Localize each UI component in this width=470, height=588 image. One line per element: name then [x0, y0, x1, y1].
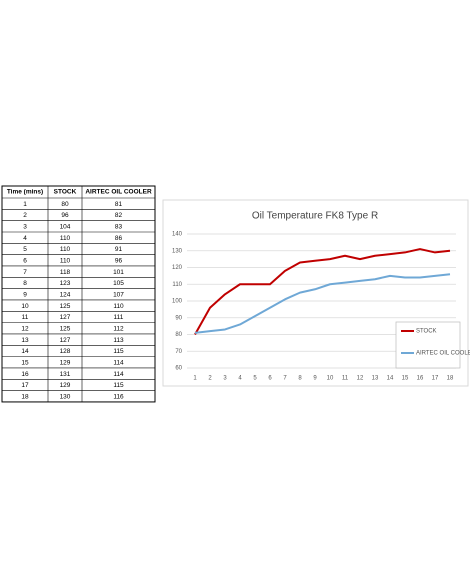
table-cell: 114	[113, 371, 124, 378]
table-cell: 96	[61, 212, 69, 219]
table-cell: 96	[115, 258, 123, 265]
y-tick-label: 100	[172, 299, 183, 305]
table-cell: 2	[23, 212, 27, 219]
y-tick-label: 110	[172, 282, 182, 288]
table-cell: 125	[60, 303, 71, 310]
table-cell: 125	[60, 326, 71, 333]
y-tick-label: 120	[172, 265, 183, 271]
table-cell: 104	[60, 224, 71, 231]
table-cell: 12	[21, 326, 29, 333]
table-border	[1, 185, 156, 403]
legend-label: AIRTEC OIL COOLER	[416, 351, 470, 357]
table-cell: 4	[23, 235, 27, 242]
chart: Oil Temperature FK8 Type R 6070809010011…	[162, 199, 470, 387]
x-tick-label: 11	[342, 376, 349, 382]
x-tick-label: 12	[357, 376, 364, 382]
x-tick-label: 2	[208, 376, 212, 382]
x-tick-label: 4	[238, 376, 242, 382]
table-cell: 110	[113, 303, 124, 310]
table-cell: 10	[21, 303, 29, 310]
table-cell: 6	[23, 258, 27, 265]
table-cell: 14	[21, 348, 29, 355]
x-tick-label: 9	[313, 376, 317, 382]
x-tick-label: 6	[268, 376, 272, 382]
table-cell: 130	[60, 393, 71, 400]
table-cell: 124	[60, 292, 71, 299]
table-cell: 83	[115, 224, 123, 231]
table-cell: 81	[115, 201, 123, 208]
table-cell: 5	[23, 246, 27, 253]
table-cell: 131	[60, 371, 71, 378]
table-cell: 86	[115, 235, 123, 242]
chart-title: Oil Temperature FK8 Type R	[252, 211, 378, 222]
table-cell: 17	[21, 382, 29, 389]
table-cell: 110	[60, 235, 71, 242]
series-line	[194, 273, 451, 334]
table-cell: 18	[21, 393, 29, 400]
table-cell: 101	[113, 269, 124, 276]
legend-label: STOCK	[416, 329, 437, 335]
y-tick-label: 90	[175, 315, 182, 321]
x-tick-label: 5	[253, 376, 257, 382]
table-cell: 8	[23, 280, 27, 287]
x-tick-label: 10	[327, 376, 334, 382]
x-tick-label: 14	[387, 376, 394, 382]
table-cell: 123	[60, 280, 71, 287]
table-cell: 114	[113, 360, 124, 367]
table-cell: 11	[22, 314, 29, 321]
table-cell: 16	[21, 371, 29, 378]
x-tick-label: 13	[372, 376, 379, 382]
table-cell: 91	[115, 246, 123, 253]
series-line	[194, 248, 451, 335]
table-cell: 128	[60, 348, 71, 355]
table-cell: 3	[23, 224, 27, 231]
table-cell: 118	[60, 269, 71, 276]
table-header: STOCK	[54, 189, 77, 196]
table-cell: 80	[61, 201, 69, 208]
legend-box	[395, 321, 461, 369]
table-cell: 1	[23, 201, 27, 208]
y-tick-label: 130	[172, 248, 183, 254]
table-header: Time (mins)	[7, 189, 43, 196]
table-header: AIRTEC OIL COOLER	[85, 189, 152, 196]
y-tick-label: 140	[172, 232, 183, 238]
y-tick-label: 80	[175, 332, 182, 338]
table-cell: 15	[21, 360, 29, 367]
y-tick-label: 70	[175, 349, 182, 355]
table-cell: 82	[115, 212, 123, 219]
x-tick-label: 16	[417, 376, 424, 382]
table-cell: 115	[113, 382, 124, 389]
x-tick-label: 18	[447, 376, 454, 382]
table-cell: 9	[23, 292, 27, 299]
table-cell: 7	[23, 269, 27, 276]
table-cell: 110	[60, 246, 71, 253]
table-cell: 111	[114, 314, 124, 321]
x-tick-label: 1	[193, 376, 197, 382]
x-tick-label: 15	[402, 376, 409, 382]
table-cell: 129	[60, 360, 71, 367]
table-cell: 129	[60, 382, 71, 389]
table-cell: 115	[113, 348, 124, 355]
table-cell: 116	[113, 393, 124, 400]
table-cell: 110	[60, 258, 71, 265]
table-cell: 113	[113, 337, 124, 344]
x-tick-label: 8	[298, 376, 302, 382]
table-cell: 105	[113, 280, 124, 287]
x-tick-label: 7	[283, 376, 287, 382]
table-cell: 127	[60, 337, 71, 344]
y-tick-label: 60	[175, 366, 182, 372]
table-cell: 127	[60, 314, 71, 321]
table-cell: 112	[113, 326, 124, 333]
table-cell: 107	[113, 292, 124, 299]
table-cell: 13	[21, 337, 29, 344]
x-tick-label: 3	[223, 376, 227, 382]
x-tick-label: 17	[432, 376, 439, 382]
